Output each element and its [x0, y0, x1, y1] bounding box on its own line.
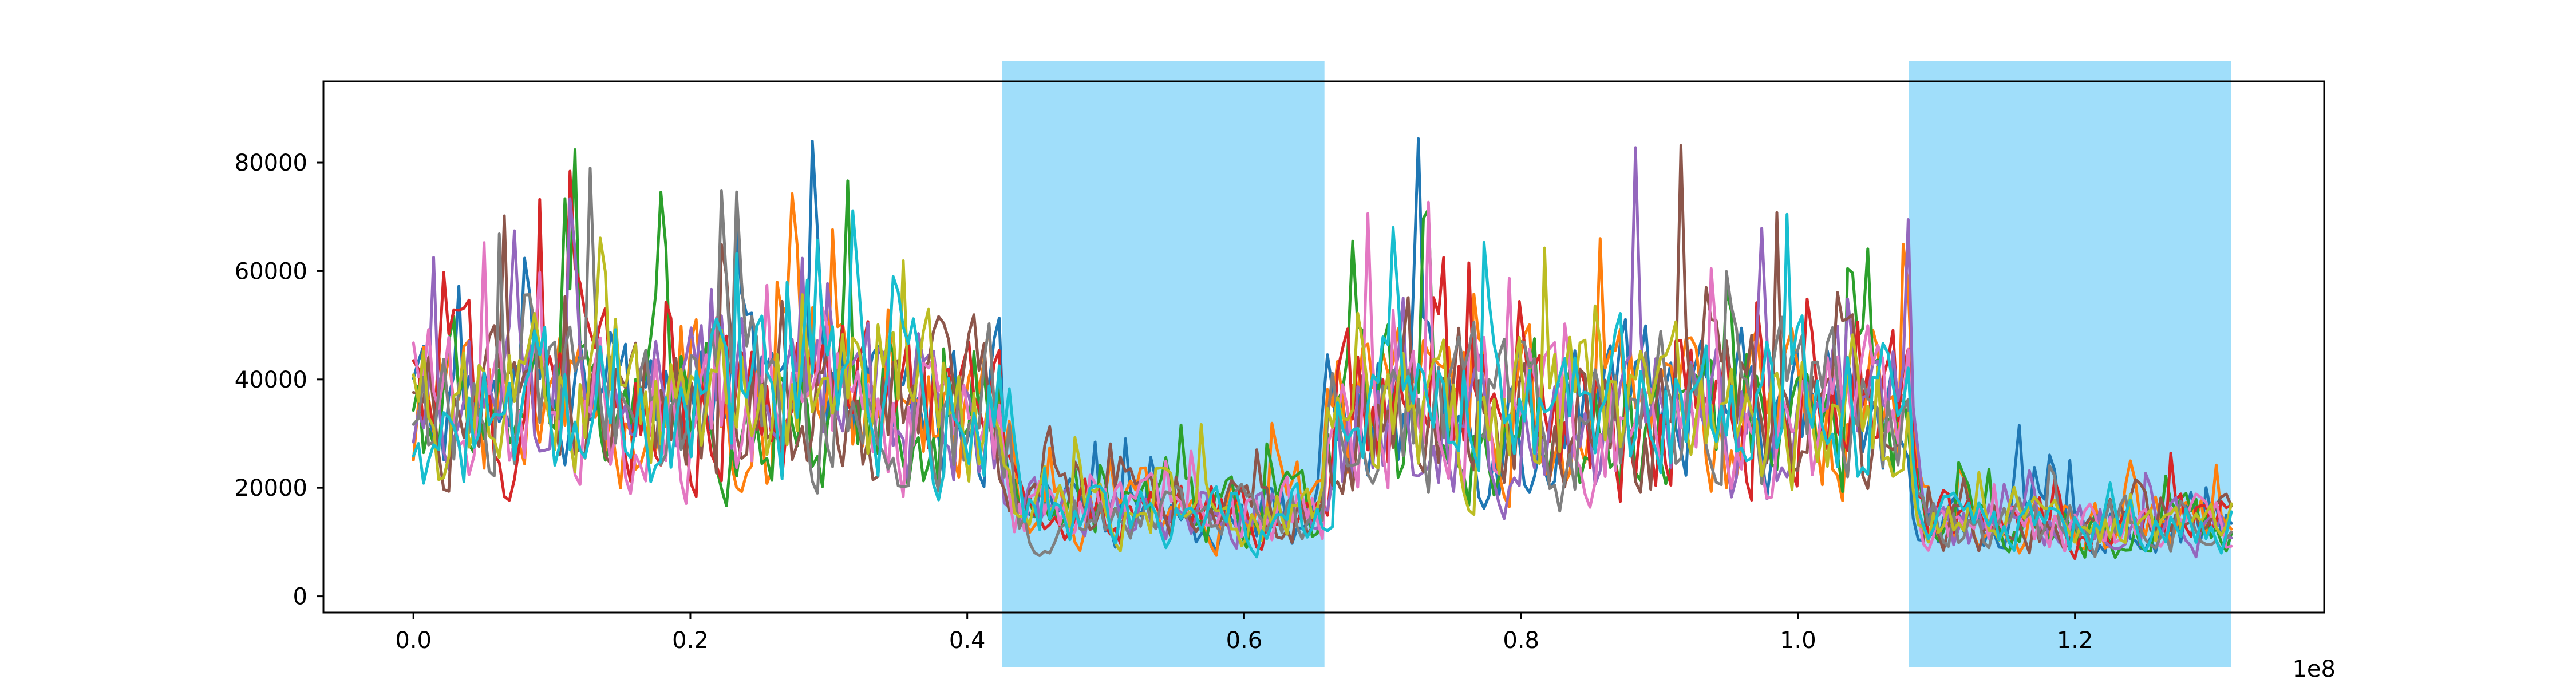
- y-tick-label: 0: [293, 584, 307, 610]
- series-line-10: [412, 209, 2233, 559]
- x-tick-label: 0.6: [1226, 627, 1263, 654]
- y-axis: 0 20000 40000 60000 80000: [235, 150, 323, 610]
- y-tick-label: 40000: [235, 367, 307, 393]
- y-tick-label: 20000: [235, 475, 307, 502]
- highlight-span-1: [1002, 61, 1325, 667]
- x-tick-label: 0.2: [672, 627, 709, 654]
- plot-frame: [322, 80, 2325, 614]
- x-tick-label: 1.2: [2057, 627, 2093, 654]
- x-tick-label: 0.0: [395, 627, 432, 654]
- x-axis: 0.0 0.2 0.4 0.6 0.8 1.0 1.2: [395, 613, 2093, 654]
- y-tick-label: 60000: [235, 258, 307, 285]
- x-tick-label: 1.0: [1780, 627, 1816, 654]
- highlight-spans: [1002, 61, 2231, 667]
- x-tick-label: 0.8: [1503, 627, 1539, 654]
- x-offset-label: 1e8: [2292, 656, 2336, 682]
- x-tick-label: 0.4: [949, 627, 986, 654]
- highlight-span-2: [1909, 61, 2231, 667]
- series-line-9: [412, 236, 2233, 552]
- series-group: [412, 137, 2233, 560]
- y-tick-label: 80000: [235, 150, 307, 176]
